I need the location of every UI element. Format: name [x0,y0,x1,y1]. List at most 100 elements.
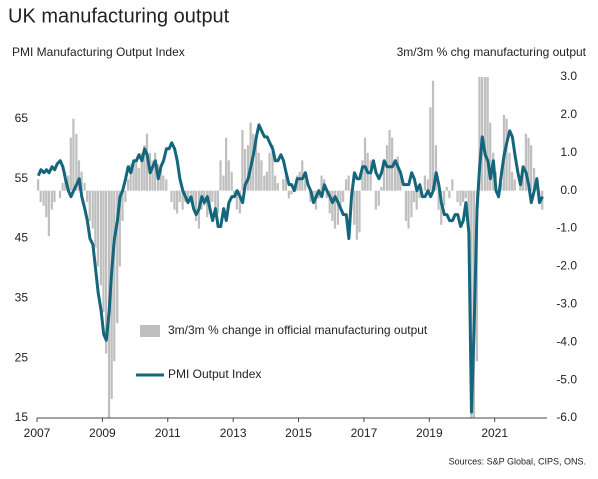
bar [456,190,459,203]
bar [328,190,331,214]
bar [333,190,337,229]
bar [192,190,195,210]
y-tick-label: 55 [15,171,29,185]
bar [448,190,451,199]
bar [126,179,130,191]
bar [154,152,157,191]
bar [287,190,290,199]
bar [271,145,274,191]
bar [382,160,386,191]
bar [37,179,40,191]
bar [426,179,429,191]
bar [265,171,269,191]
y2-tick-label: 3.0 [560,69,577,83]
bar [178,190,181,203]
bar [159,167,162,191]
bar [137,167,140,191]
bar [374,190,377,210]
bar [358,190,361,233]
y-tick-label: 15 [15,410,29,424]
bar [429,107,432,191]
bar [50,190,53,210]
bar [96,190,100,267]
bar [355,190,358,240]
bar [527,137,530,191]
y2-tick-label: 0.0 [560,183,577,197]
bar [500,183,503,191]
bar [353,190,356,225]
bar [532,167,536,191]
bar [194,190,198,221]
y2-tick-label: -4.0 [556,334,577,348]
bar [431,80,435,191]
line [36,123,544,414]
bar [243,148,247,191]
bar [165,179,168,191]
bar [399,171,402,191]
bar [102,190,105,312]
bar [521,167,525,191]
bar [284,175,288,191]
y-tick-label: 25 [15,350,29,364]
bar [464,190,467,199]
bar [116,190,119,324]
bar [410,190,413,218]
bar [412,190,416,203]
bar [135,160,138,191]
x-tick-label: 2013 [220,426,247,440]
bar [219,160,222,191]
bar [72,118,75,191]
bar [339,190,342,210]
bar [388,130,391,191]
bar [227,160,230,191]
bar [257,152,260,191]
bar [42,190,45,206]
x-tick-label: 2019 [416,426,443,440]
y2-tick-label: -6.0 [556,410,577,424]
bar [290,190,293,195]
bar [175,190,179,214]
bar [369,160,372,191]
bar [396,156,399,191]
x-tick-label: 2009 [89,426,116,440]
bar [276,183,279,191]
bar [483,77,487,191]
bar [511,171,514,191]
bar [77,160,81,191]
bar [513,179,516,191]
chart-title: UK manufacturing output [8,5,230,27]
bar [524,133,527,191]
bar [230,171,233,191]
bar [268,152,271,191]
bar [129,164,132,191]
bar [361,160,364,191]
bar [331,190,334,221]
bar [320,175,323,191]
bar [418,190,421,199]
bar [238,190,241,214]
bar [445,186,448,191]
y2-tick-label: -5.0 [556,372,577,386]
bar [246,145,250,191]
bar [45,190,48,218]
bar [342,190,345,203]
bar [443,190,446,206]
bar [486,77,489,191]
bar [186,190,189,199]
y-tick-label: 35 [15,291,29,305]
bar [459,190,462,206]
bar [91,190,94,229]
bar [203,190,206,206]
bar [423,175,426,191]
bar [222,175,225,191]
bar [83,183,86,191]
bar [530,145,533,191]
bar [347,175,350,191]
bar [80,171,83,191]
bar [105,190,108,354]
bar [173,190,176,210]
bar [67,175,70,191]
bar [309,190,312,203]
bar [170,190,173,203]
legend-label: 3m/3m % change in official manufacturing… [168,323,428,337]
